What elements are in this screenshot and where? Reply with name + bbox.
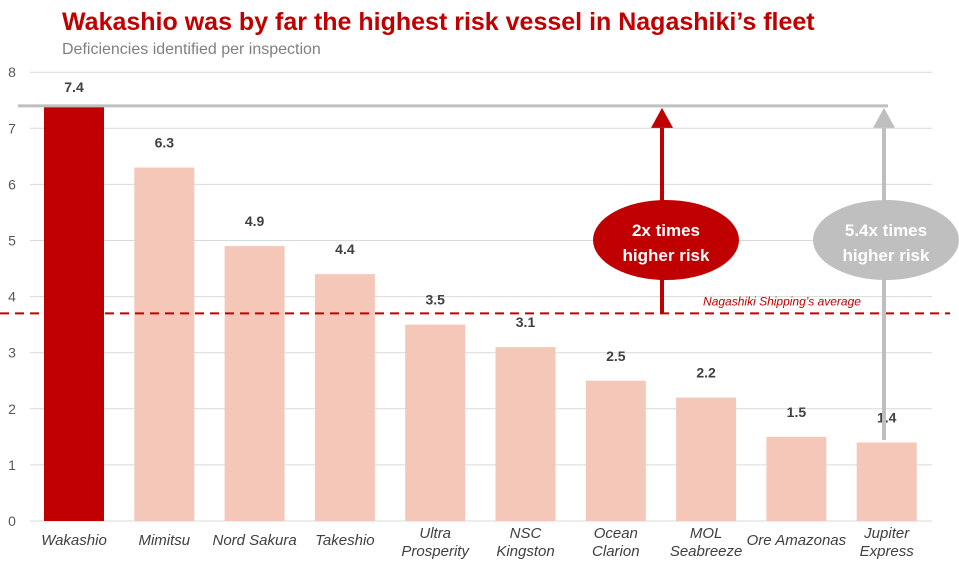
x-tick-label: Express bbox=[860, 543, 915, 560]
x-tick-label: Clarion bbox=[592, 543, 640, 560]
value-label: 4.9 bbox=[245, 213, 265, 229]
value-label: 4.4 bbox=[335, 241, 355, 257]
y-tick-label: 0 bbox=[8, 513, 16, 529]
chart-subtitle: Deficiencies identified per inspection bbox=[62, 41, 321, 58]
x-tick-label: NSC bbox=[510, 525, 542, 542]
arrow-head-icon bbox=[651, 107, 673, 128]
annotation-ellipse bbox=[813, 200, 959, 280]
y-tick-label: 3 bbox=[8, 345, 16, 361]
bar bbox=[134, 167, 195, 521]
bar bbox=[585, 380, 646, 521]
bar bbox=[224, 246, 285, 522]
x-tick-label: Ultra bbox=[419, 525, 451, 542]
y-tick-label: 5 bbox=[8, 233, 16, 249]
annotation-text: 2x times bbox=[632, 221, 700, 240]
value-label: 2.2 bbox=[696, 365, 716, 381]
bar bbox=[676, 397, 737, 521]
y-tick-label: 6 bbox=[8, 176, 16, 192]
x-tick-label: Prosperity bbox=[401, 543, 470, 560]
x-tick-label: Takeshio bbox=[315, 532, 375, 549]
value-label: 2.5 bbox=[606, 348, 626, 364]
y-tick-label: 7 bbox=[8, 120, 16, 136]
x-tick-label: Ocean bbox=[594, 525, 638, 542]
value-label: 3.5 bbox=[425, 292, 445, 308]
chart-title: Wakashio was by far the highest risk ves… bbox=[62, 8, 815, 36]
value-label: 3.1 bbox=[516, 314, 536, 330]
value-label: 7.4 bbox=[64, 79, 84, 95]
x-tick-label: Ore Amazonas bbox=[747, 532, 847, 549]
annotation-text: higher risk bbox=[623, 246, 710, 265]
annotation-ellipse bbox=[593, 200, 739, 280]
annotation-text: higher risk bbox=[843, 246, 930, 265]
bar bbox=[314, 274, 375, 521]
y-tick-label: 2 bbox=[8, 401, 16, 417]
x-tick-label: Seabreeze bbox=[670, 543, 743, 560]
annotation-text: 5.4x times bbox=[845, 221, 927, 240]
arrow-head-icon bbox=[873, 107, 895, 128]
bar bbox=[856, 442, 917, 521]
value-label: 1.4 bbox=[877, 409, 897, 425]
y-tick-label: 8 bbox=[8, 64, 16, 80]
x-tick-label: Jupiter bbox=[863, 525, 910, 542]
value-label: 1.5 bbox=[787, 404, 807, 420]
bar bbox=[405, 324, 466, 521]
x-tick-label: Wakashio bbox=[41, 532, 107, 549]
average-label: Nagashiki Shipping’s average bbox=[703, 294, 861, 308]
x-tick-label: Mimitsu bbox=[138, 532, 190, 549]
y-tick-label: 4 bbox=[8, 289, 16, 305]
x-tick-label: MOL bbox=[690, 525, 723, 542]
x-tick-label: Kingston bbox=[496, 543, 554, 560]
x-tick-label: Nord Sakura bbox=[212, 532, 296, 549]
y-tick-label: 1 bbox=[8, 457, 16, 473]
bar bbox=[766, 436, 827, 521]
value-label: 6.3 bbox=[155, 135, 175, 151]
bar bbox=[495, 347, 556, 521]
